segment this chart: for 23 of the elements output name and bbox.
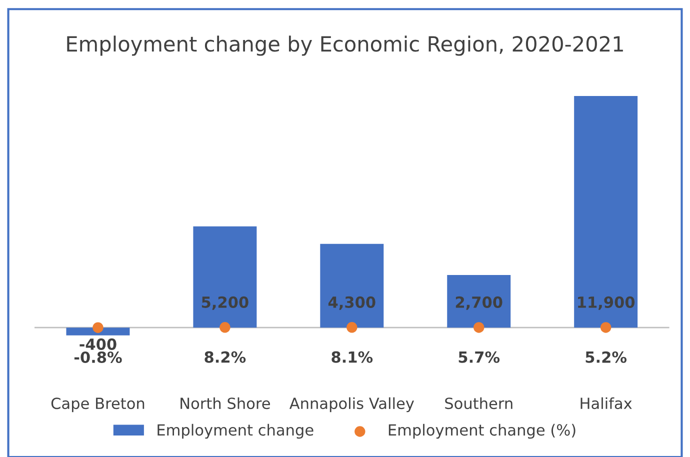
bar <box>574 96 638 328</box>
legend-label: Employment change (%) <box>388 424 576 439</box>
bar <box>66 328 130 336</box>
data-label: -0.8% <box>74 351 122 364</box>
data-label: -400 <box>80 338 116 350</box>
data-label: 5,200 <box>202 296 248 310</box>
data-label: 8.1% <box>332 351 373 363</box>
x-tick-label: Southern <box>445 397 512 410</box>
bar <box>193 226 257 328</box>
legend-label: Employment change <box>158 424 314 439</box>
x-tick-label: Cape Breton <box>51 398 144 412</box>
bar <box>320 244 384 328</box>
data-label: 8.2% <box>204 351 246 363</box>
data-label: 5.7% <box>458 351 500 363</box>
data-label: 4,300 <box>328 296 376 310</box>
x-tick-label: North Shore <box>180 397 270 410</box>
data-label: 2,700 <box>456 296 502 310</box>
x-tick-label: Halifax <box>580 397 632 410</box>
data-label: 11,900 <box>578 296 635 310</box>
chart-title: Employment change by Economic Region, 2020-2021 <box>67 36 623 56</box>
data-label: 5.2% <box>586 351 627 363</box>
x-tick-label: Annapolis Valley <box>289 397 414 412</box>
bar <box>447 275 511 328</box>
